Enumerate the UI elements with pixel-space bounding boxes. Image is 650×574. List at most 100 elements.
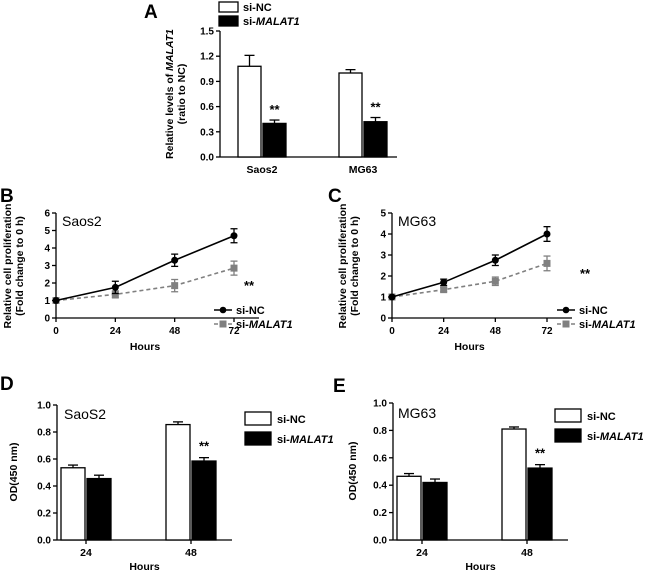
y-tick-label: 0.8: [37, 428, 51, 439]
data-point: [440, 278, 448, 286]
legend-swatch: [244, 431, 272, 446]
y-axis-label: Relative levels of MALAT1(ratio to NC): [164, 29, 188, 159]
y-tick-label: 1: [380, 293, 386, 304]
y-tick-label: 0.6: [200, 102, 214, 113]
y-tick-label: 0.3: [200, 127, 214, 138]
legend-label: si-MALAT1: [236, 319, 293, 331]
x-category-label: 48: [521, 547, 533, 559]
x-axis-label: Hours: [465, 561, 495, 573]
y-tick-label: 4: [380, 230, 386, 241]
y-axis-label-line: Relative levels of MALAT1: [164, 29, 176, 159]
y-axis-label-line: OD(450 nm): [8, 443, 20, 502]
legend-marker: [562, 320, 570, 328]
series-line: [391, 262, 548, 298]
y-axis-label-line: Relative cell proliferation: [2, 204, 14, 329]
legend-label: si-MALAT1: [243, 16, 300, 28]
legend-label: si-NC: [277, 414, 306, 426]
panel-label-c: C: [328, 186, 342, 207]
x-category-label: Saos2: [247, 164, 278, 176]
error-bar: [173, 421, 183, 425]
error-bar: [404, 472, 414, 477]
x-axis-label: Hours: [454, 341, 484, 353]
y-axis-label: OD(450 nm): [8, 443, 20, 502]
bar: [165, 423, 191, 541]
data-point: [543, 259, 551, 267]
y-tick-label: 1.5: [200, 27, 214, 38]
y-tick-label: 0.2: [373, 508, 387, 519]
panel-d: D 0.0 0.2 0.4 0.6 0.8 1.0 OD(450 nm) SaoS2 24 48 *…: [0, 374, 334, 573]
legend-label: si-MALAT1: [587, 431, 644, 443]
y-tick-label: 0: [380, 314, 386, 325]
y-axis-label: OD(450 nm): [347, 442, 359, 501]
x-tick-label: 0: [53, 326, 59, 337]
significance-marker: **: [269, 102, 280, 117]
series-line: [55, 235, 235, 302]
y-tick-label: 0.0: [37, 536, 51, 547]
bar: [501, 428, 527, 541]
x-tick-label: 48: [169, 326, 181, 337]
y-tick-label: 0: [44, 314, 50, 325]
error-bar: [244, 54, 255, 67]
panel-label-e: E: [333, 376, 346, 397]
bar: [396, 475, 422, 541]
plot-e: 0.0 0.2 0.4 0.6 0.8 1.0 OD(450 nm) MG63 24 48 ** Ho…: [347, 399, 644, 574]
x-axis-label: Hours: [129, 561, 159, 573]
error-bar: [509, 426, 519, 430]
bar: [191, 460, 217, 541]
series-line: [391, 233, 548, 298]
y-axis-label-line: (Fold change to 0 h): [349, 216, 361, 316]
significance-marker: **: [580, 266, 591, 281]
error-bar: [199, 456, 209, 462]
y-tick-label: 3: [380, 251, 386, 262]
panel-label-b: B: [0, 186, 14, 207]
significance-marker: **: [535, 446, 546, 461]
y-tick-label: 0.6: [37, 455, 51, 466]
legend-label: si-NC: [579, 305, 608, 317]
y-tick-label: 0.0: [373, 536, 387, 547]
legend-label: si-NC: [236, 305, 265, 317]
data-point: [491, 277, 499, 285]
legend-swatch: [554, 428, 582, 443]
chart-title: MG63: [398, 405, 436, 421]
bar: [527, 467, 553, 541]
bar: [422, 481, 448, 541]
x-tick-label: 48: [490, 326, 502, 337]
error-bar: [543, 255, 551, 272]
y-tick-label: 4: [44, 244, 50, 255]
bar: [338, 72, 363, 158]
error-bar: [68, 464, 78, 468]
significance-marker: **: [370, 100, 381, 115]
y-tick-label: 0.6: [373, 453, 387, 464]
x-tick-label: 72: [541, 326, 553, 337]
chart-title: MG63: [398, 213, 436, 229]
significance-marker: **: [199, 439, 210, 454]
y-axis-label-line: (Fold change to 0 h): [14, 216, 26, 316]
data-point: [111, 290, 119, 298]
panel-label-a: A: [144, 2, 158, 23]
legend-marker: [562, 306, 570, 314]
bar: [60, 467, 86, 541]
data-point: [440, 286, 448, 294]
panel-label-d: D: [0, 374, 14, 395]
y-tick-label: 0.8: [373, 426, 387, 437]
data-point: [388, 293, 396, 301]
y-tick-label: 0.2: [37, 509, 51, 520]
y-tick-label: 3: [44, 261, 50, 272]
y-tick-label: 1.0: [373, 399, 387, 410]
legend-swatch: [218, 15, 239, 27]
panel-e: E 0.0 0.2 0.4 0.6 0.8 1.0 OD(450 nm) MG63 24 48 **…: [333, 376, 644, 573]
series-line: [55, 267, 235, 302]
legend-label: si-NC: [243, 2, 272, 14]
data-point: [230, 264, 238, 272]
bar: [262, 122, 287, 158]
x-tick-label: 24: [438, 326, 450, 337]
y-tick-label: 0.9: [200, 77, 214, 88]
x-category-label: 24: [416, 547, 428, 559]
x-category-label: MG63: [349, 164, 378, 176]
plot-a: 0.0 0.3 0.6 0.9 1.2 1.5 Relative levels of MAL…: [164, 1, 397, 176]
data-point: [230, 232, 238, 240]
y-tick-label: 1: [44, 296, 50, 307]
data-point: [111, 283, 119, 291]
data-point: [171, 282, 179, 290]
